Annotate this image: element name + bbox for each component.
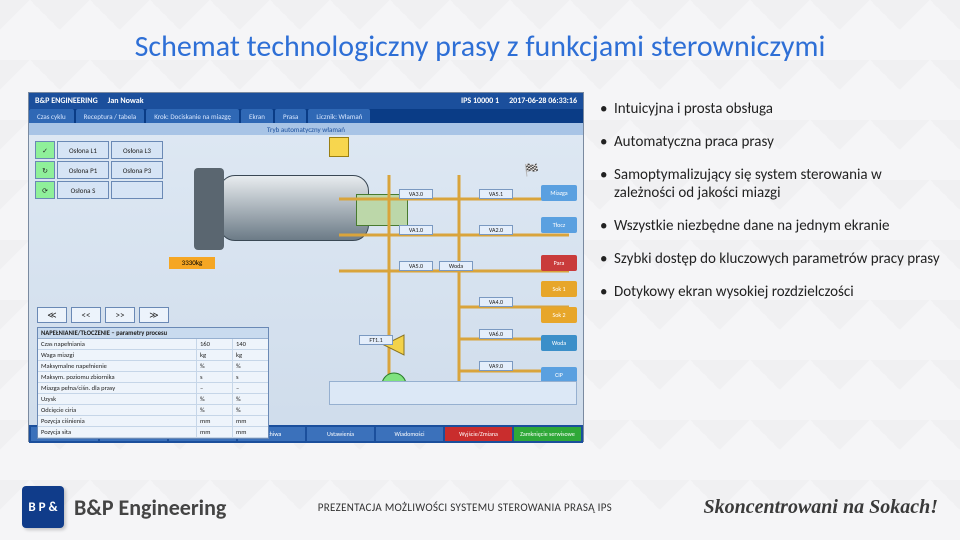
- nav-prev-button[interactable]: <<: [71, 307, 101, 323]
- table-row: Waga miazgi kg kg: [38, 350, 268, 361]
- logo-icon: B P &: [22, 486, 64, 528]
- hmi-body: ✓ Osłona L1 Osłona L3 ↻ Osłona P1 Osłona…: [29, 135, 583, 425]
- valve-label: VA5.0: [399, 261, 433, 271]
- hmi-titlebar: B&P ENGINEERING Jan Nowak IPS 10000 1 20…: [29, 93, 583, 109]
- tab-item[interactable]: Licznik: Włamań: [308, 109, 370, 123]
- list-item: Automatyczna praca prasy: [600, 133, 946, 152]
- guard-button[interactable]: Osłona S: [57, 181, 109, 199]
- guard-icon[interactable]: ↻: [35, 161, 55, 179]
- hmi-user: Jan Nowak: [108, 96, 144, 106]
- flag-icon: 🏁: [524, 163, 539, 178]
- table-title: NAPEŁNIANIE/TŁOCZENIE – parametry proces…: [38, 328, 268, 339]
- data-strip: [329, 381, 577, 405]
- hmi-device: IPS 10000 1: [461, 96, 499, 106]
- feature-list: Intuicyjna i prosta obsługa Automatyczna…: [600, 100, 946, 315]
- nav-buttons: ≪ << >> ≫: [37, 307, 169, 323]
- tab-item[interactable]: Receptura / tabela: [76, 109, 145, 123]
- logo-text: B&P Engineering: [74, 494, 226, 521]
- footer-slogan: Skoncentrowani na Sokach!: [703, 496, 938, 519]
- guard-buttons: ✓ Osłona L1 Osłona L3 ↻ Osłona P1 Osłona…: [35, 141, 163, 199]
- list-item: Wszystkie niezbędne dane na jednym ekran…: [600, 217, 946, 236]
- piping-diagram: VA3.0 VA5.1 VA1.0 VA2.0 VA5.0 Woda VA4.0…: [329, 135, 579, 423]
- tab-item[interactable]: Czas cyklu: [29, 109, 74, 123]
- table-row: Maksym. poziomu zbiornika s s: [38, 372, 268, 383]
- hmi-brand: B&P ENGINEERING: [35, 96, 98, 106]
- botnav-button[interactable]: Ustawienia: [307, 427, 374, 441]
- list-item: Samoptymalizujący się system sterowania …: [600, 166, 946, 204]
- valve-label: VA6.0: [479, 329, 513, 339]
- footer-caption: PREZENTACJA MOŻLIWOŚCI SYSTEMU STEROWANI…: [226, 501, 703, 514]
- valve-label: VA9.0: [479, 361, 513, 371]
- hmi-timestamp: 2017-06-28 06:33:16: [509, 96, 577, 106]
- valve-label: VA1.0: [399, 225, 433, 235]
- line-button-miazga[interactable]: Miazga: [541, 185, 577, 201]
- valve-label: Woda: [439, 261, 473, 271]
- nav-last-button[interactable]: ≫: [139, 307, 169, 323]
- table-row: Czas napełniania 160 140: [38, 339, 268, 350]
- table-row: Pozycja sita mm mm: [38, 427, 268, 438]
- line-button-woda[interactable]: Woda: [541, 335, 577, 351]
- valve-label: VA3.0: [399, 189, 433, 199]
- table-row: Maksymalne napełnienie % %: [38, 361, 268, 372]
- parameter-table: NAPEŁNIANIE/TŁOCZENIE – parametry proces…: [37, 327, 269, 439]
- valve-label: VA2.0: [479, 225, 513, 235]
- hmi-mode-label: Tryb automatyczny włamań: [29, 123, 583, 135]
- valve-label: VA5.1: [479, 189, 513, 199]
- valve-label: FT1.1: [359, 335, 393, 345]
- slide-title: Schemat technologiczny prasy z funkcjami…: [0, 28, 960, 65]
- list-item: Intuicyjna i prosta obsługa: [600, 100, 946, 119]
- guard-icon[interactable]: ⟳: [35, 181, 55, 199]
- hmi-tabs: Czas cyklu Receptura / tabela Krok: Doci…: [29, 109, 583, 123]
- table-row: Pozycja ciśnienia mm mm: [38, 416, 268, 427]
- guard-icon[interactable]: ✓: [35, 141, 55, 159]
- guard-button[interactable]: [111, 181, 163, 199]
- nav-next-button[interactable]: >>: [105, 307, 135, 323]
- hmi-panel: B&P ENGINEERING Jan Nowak IPS 10000 1 20…: [28, 92, 584, 442]
- nav-first-button[interactable]: ≪: [37, 307, 67, 323]
- guard-button[interactable]: Osłona L3: [111, 141, 163, 159]
- line-button-tlocz[interactable]: Tłocz: [541, 217, 577, 233]
- guard-button[interactable]: Osłona P1: [57, 161, 109, 179]
- slide-footer: B P & B&P Engineering PREZENTACJA MOŻLIW…: [0, 482, 960, 532]
- guard-button[interactable]: Osłona P3: [111, 161, 163, 179]
- list-item: Szybki dostęp do kluczowych parametrów p…: [600, 250, 946, 269]
- botnav-close-button[interactable]: Zamknięcie serwisowe: [514, 427, 581, 441]
- line-button-sok1[interactable]: Sok 1: [541, 281, 577, 297]
- guard-button[interactable]: Osłona L1: [57, 141, 109, 159]
- gauge-label: 3330kg: [169, 257, 215, 269]
- list-item: Dotykowy ekran wysokiej rozdzielczości: [600, 283, 946, 302]
- table-row: Miazga pełna/ciśn. dla prasy – –: [38, 383, 268, 394]
- line-button-sok2[interactable]: Sok 2: [541, 307, 577, 323]
- table-row: Uzysk % %: [38, 394, 268, 405]
- tab-item[interactable]: Ekran: [241, 109, 273, 123]
- tab-item[interactable]: Prasa: [275, 109, 306, 123]
- botnav-button[interactable]: Wiadomości: [376, 427, 443, 441]
- valve-label: VA4.0: [479, 297, 513, 307]
- botnav-exit-button[interactable]: Wyjście/Zmiana: [445, 427, 512, 441]
- table-row: Odcięcie ciria % %: [38, 405, 268, 416]
- tab-item[interactable]: Krok: Dociskanie na miazgę: [146, 109, 239, 123]
- line-button-para[interactable]: Para: [541, 255, 577, 271]
